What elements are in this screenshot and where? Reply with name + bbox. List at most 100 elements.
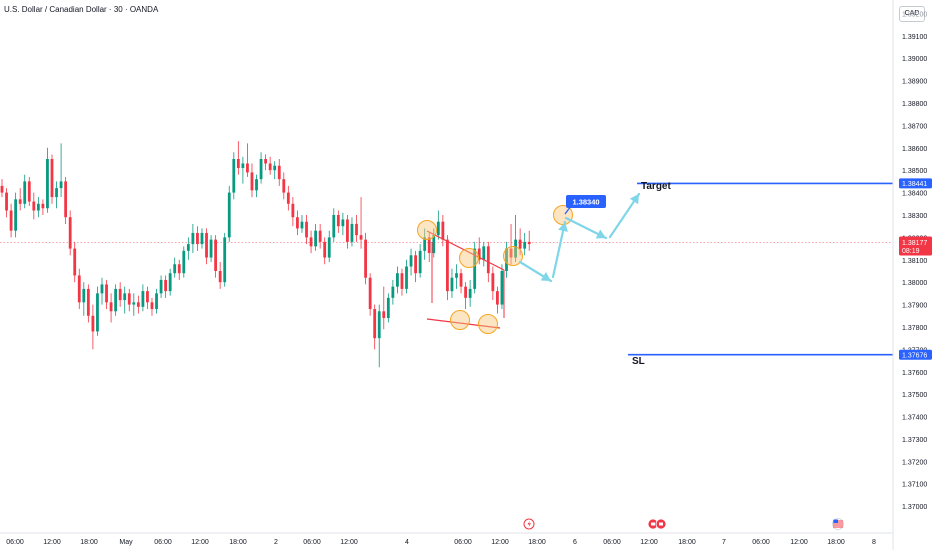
candle xyxy=(355,214,358,242)
time-tick-label: 12:00 xyxy=(640,539,658,546)
candle-body xyxy=(418,250,422,274)
price-tick-label: 1.39100 xyxy=(902,34,927,41)
candle xyxy=(23,174,27,209)
price-tick-label: 1.37100 xyxy=(902,482,927,489)
target-price-tag[interactable]: 1.38441 xyxy=(899,178,932,189)
candle-body xyxy=(205,232,208,258)
time-tick-label: 06:00 xyxy=(752,539,770,546)
pattern-circle[interactable] xyxy=(459,248,479,268)
time-tick-label: May xyxy=(119,539,133,546)
projection-arrow[interactable] xyxy=(518,260,553,283)
candle xyxy=(177,259,181,280)
candle-body xyxy=(232,159,236,193)
candle xyxy=(191,223,195,254)
candle xyxy=(441,214,445,247)
stop-loss-price-tag[interactable]: 1.37676 xyxy=(899,349,932,360)
candle-body xyxy=(250,172,254,191)
candle xyxy=(514,214,517,263)
arrow-head xyxy=(629,194,639,205)
time-tick-label: 18:00 xyxy=(229,539,247,546)
candle xyxy=(432,228,436,258)
price-tick-label: 1.38500 xyxy=(902,168,927,175)
candle-body xyxy=(436,221,440,236)
time-axis[interactable]: 06:00 12:00 18:00 May 06:00 12:00 18:00 2 06:00 1… xyxy=(0,532,893,546)
pattern-circle[interactable] xyxy=(450,310,470,330)
target-label: Target xyxy=(641,181,671,192)
candle xyxy=(364,232,367,285)
candle-body xyxy=(196,232,199,245)
candle xyxy=(500,264,504,310)
candle-body xyxy=(209,239,213,258)
projection-arrow[interactable] xyxy=(608,192,641,239)
time-tick-label: 8 xyxy=(872,539,876,546)
candle-body xyxy=(55,188,58,198)
flag-icon[interactable] xyxy=(655,518,667,530)
candle-body xyxy=(77,275,81,303)
candle xyxy=(236,141,240,175)
candle-body xyxy=(482,246,486,260)
levels[interactable]: Target SL xyxy=(628,181,893,367)
candle xyxy=(350,217,354,247)
pattern-circle[interactable] xyxy=(478,314,498,334)
candle-body xyxy=(223,237,227,283)
time-tick-label: 06:00 xyxy=(154,539,172,546)
time-tick-label: 06:00 xyxy=(6,539,24,546)
time-tick-label: 18:00 xyxy=(678,539,696,546)
symbol-title[interactable]: U.S. Dollar / Canadian Dollar · 30 · OAN… xyxy=(4,5,159,14)
price-tick-label: 1.37400 xyxy=(902,415,927,422)
price-tick-label: 1.37900 xyxy=(902,303,927,310)
candle-body xyxy=(36,203,40,211)
projection-arrow[interactable] xyxy=(551,220,568,279)
candle xyxy=(50,154,54,204)
candle-body xyxy=(400,273,404,289)
event-markers[interactable] xyxy=(523,518,844,530)
candle xyxy=(464,282,467,310)
projection-arrow[interactable] xyxy=(564,216,608,240)
candle xyxy=(159,275,163,298)
candle-body xyxy=(505,248,508,271)
entry-price-callout[interactable]: 1.38340 xyxy=(566,195,606,208)
candle-body xyxy=(214,239,218,271)
candle xyxy=(100,277,104,305)
price-tick-label: 1.37600 xyxy=(902,370,927,377)
candle xyxy=(0,179,4,198)
candle-body xyxy=(59,181,63,189)
candle-body xyxy=(64,181,68,218)
candle xyxy=(446,235,449,301)
time-tick-label: 06:00 xyxy=(303,539,321,546)
candle xyxy=(377,304,381,368)
lightning-icon[interactable] xyxy=(523,518,535,530)
pattern-circle[interactable] xyxy=(417,220,437,240)
candle xyxy=(241,156,245,184)
price-axis[interactable]: 1.39100 1.39000 1.38900 1.38800 1.38700 1.386… xyxy=(892,0,932,550)
us-flag-icon[interactable] xyxy=(832,518,844,530)
target-price-tag-text: 1.38441 xyxy=(902,181,927,188)
candle-body xyxy=(496,291,499,305)
pattern-circle[interactable] xyxy=(503,246,523,266)
candle-body xyxy=(286,192,290,204)
candle xyxy=(205,228,208,265)
candle xyxy=(332,208,336,242)
candle xyxy=(459,268,463,294)
candle xyxy=(318,223,322,249)
candle-body xyxy=(477,248,481,260)
time-tick-label: 4 xyxy=(405,539,409,546)
candle-body xyxy=(464,286,467,298)
candle xyxy=(114,284,118,316)
candle-body xyxy=(14,199,18,231)
candle xyxy=(64,176,68,224)
candle-body xyxy=(100,284,104,294)
candle xyxy=(368,273,372,316)
candle xyxy=(55,181,58,209)
time-tick-label: 2 xyxy=(274,539,278,546)
drawings[interactable]: 1.38340 xyxy=(417,192,641,334)
upper-trendline[interactable] xyxy=(426,230,505,271)
candle xyxy=(273,161,277,180)
candle xyxy=(41,199,45,215)
currency-badge[interactable]: CAD xyxy=(899,6,925,22)
price-tick-label-partial: 1.39200 xyxy=(902,11,927,18)
lower-trendline[interactable] xyxy=(426,318,501,329)
